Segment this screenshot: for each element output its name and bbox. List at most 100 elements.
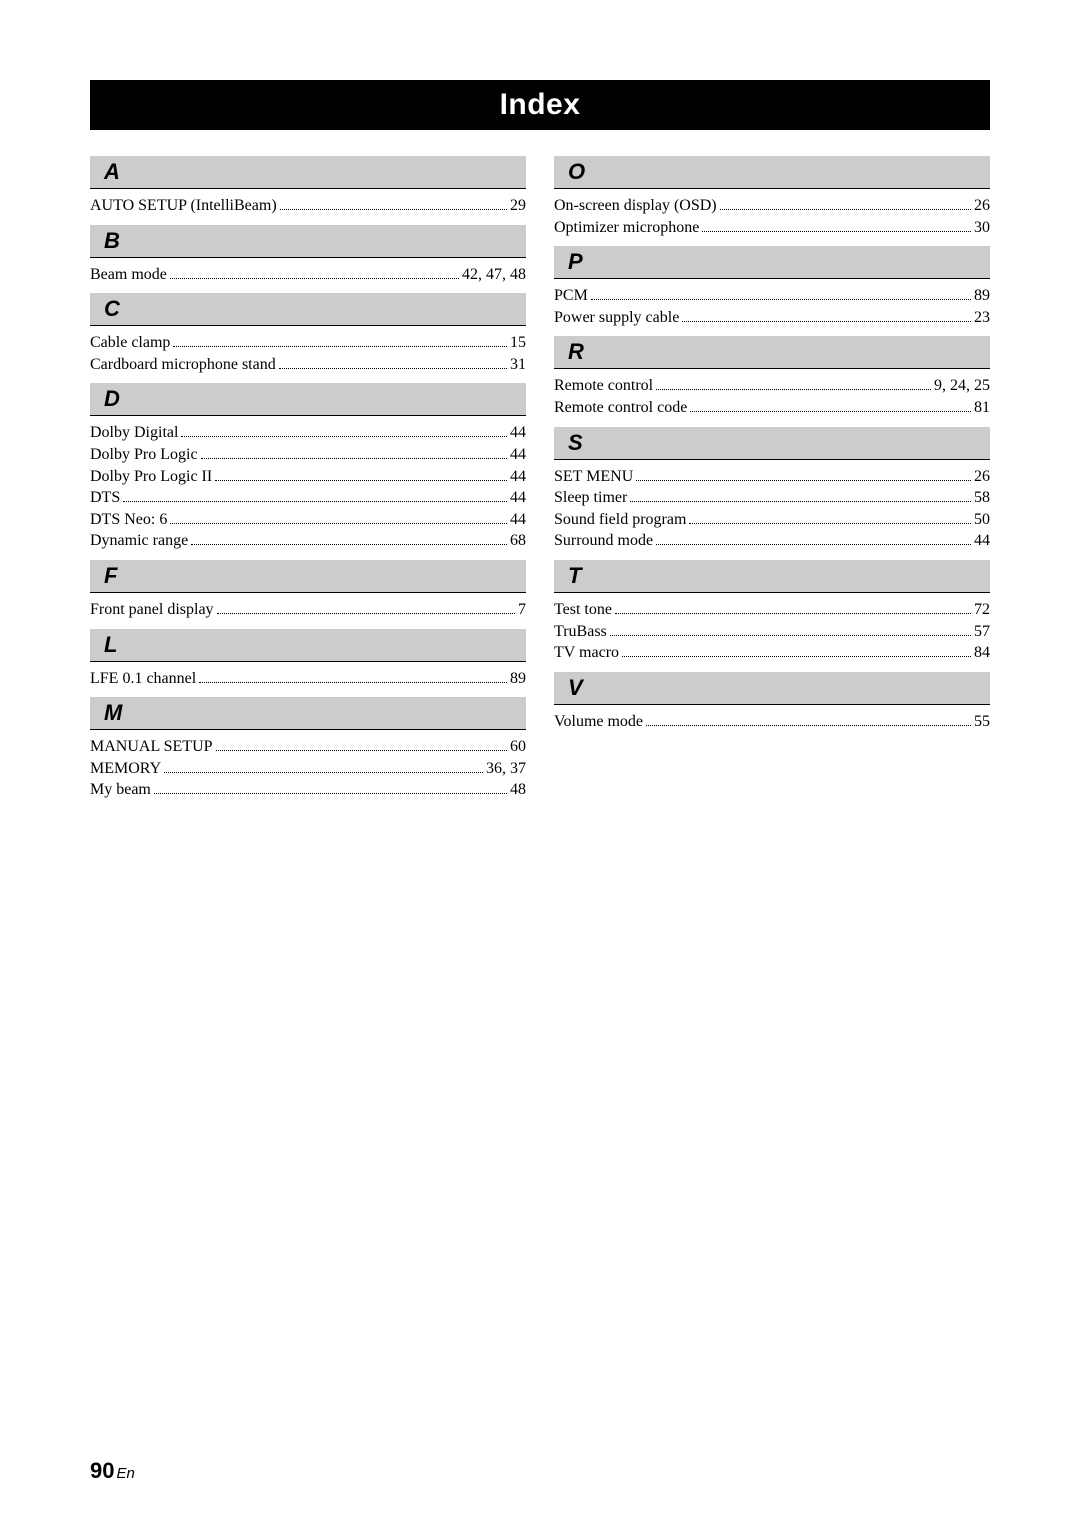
- index-term: DTS: [90, 487, 120, 509]
- section-letter: B: [90, 225, 526, 258]
- section-letter: F: [90, 560, 526, 593]
- dot-leader: [170, 523, 507, 524]
- index-term: Beam mode: [90, 264, 167, 286]
- index-entry: LFE 0.1 channel 89: [90, 668, 526, 690]
- page-number: 90: [90, 1458, 114, 1483]
- index-pages: 29: [510, 195, 526, 217]
- index-pages: 30: [974, 217, 990, 239]
- index-entry: DTS 44: [90, 487, 526, 509]
- dot-leader: [646, 725, 971, 726]
- index-column-left: A AUTO SETUP (IntelliBeam) 29 B Beam mode 42,…: [90, 148, 526, 801]
- index-entry: Volume mode55: [554, 711, 990, 733]
- index-entry: Cardboard microphone stand31: [90, 354, 526, 376]
- dot-leader: [173, 346, 507, 347]
- dot-leader: [702, 231, 971, 232]
- index-entry: MANUAL SETUP 60: [90, 736, 526, 758]
- index-pages: 57: [974, 621, 990, 643]
- section-letter: V: [554, 672, 990, 705]
- index-term: Power supply cable: [554, 307, 679, 329]
- dot-leader: [610, 635, 971, 636]
- index-entry: MEMORY36, 37: [90, 758, 526, 780]
- index-entry: Optimizer microphone 30: [554, 217, 990, 239]
- section-letter: M: [90, 697, 526, 730]
- dot-leader: [279, 368, 507, 369]
- index-pages: 23: [974, 307, 990, 329]
- index-entry: Sound field program 50: [554, 509, 990, 531]
- index-pages: 55: [974, 711, 990, 733]
- index-term: Optimizer microphone: [554, 217, 699, 239]
- index-pages: 15: [510, 332, 526, 354]
- index-term: Cardboard microphone stand: [90, 354, 276, 376]
- page-title: Index: [90, 80, 990, 130]
- index-entry: Dolby Pro Logic II44: [90, 466, 526, 488]
- index-column-right: OOn-screen display (OSD)26Optimizer micr…: [554, 148, 990, 801]
- index-term: Cable clamp: [90, 332, 170, 354]
- index-pages: 7: [518, 599, 526, 621]
- index-term: TruBass: [554, 621, 607, 643]
- index-term: MANUAL SETUP: [90, 736, 213, 758]
- dot-leader: [217, 613, 515, 614]
- dot-leader: [123, 501, 507, 502]
- index-entry: DTS Neo: 644: [90, 509, 526, 531]
- index-pages: 44: [510, 487, 526, 509]
- index-term: Front panel display: [90, 599, 214, 621]
- dot-leader: [615, 613, 971, 614]
- index-entry: Test tone72: [554, 599, 990, 621]
- section-letter: P: [554, 246, 990, 279]
- index-entry: Sleep timer 58: [554, 487, 990, 509]
- dot-leader: [630, 501, 971, 502]
- index-term: On-screen display (OSD): [554, 195, 717, 217]
- index-entry: Power supply cable 23: [554, 307, 990, 329]
- dot-leader: [689, 523, 971, 524]
- index-term: Dolby Pro Logic: [90, 444, 198, 466]
- dot-leader: [216, 750, 507, 751]
- index-pages: 9, 24, 25: [934, 375, 990, 397]
- index-entry: SET MENU 26: [554, 466, 990, 488]
- index-entry: Cable clamp 15: [90, 332, 526, 354]
- index-term: Dynamic range: [90, 530, 188, 552]
- index-entry: My beam48: [90, 779, 526, 801]
- index-term: LFE 0.1 channel: [90, 668, 196, 690]
- dot-leader: [656, 544, 971, 545]
- dot-leader: [656, 389, 931, 390]
- index-term: SET MENU: [554, 466, 633, 488]
- index-entry: Beam mode 42, 47, 48: [90, 264, 526, 286]
- index-entry: Dynamic range68: [90, 530, 526, 552]
- dot-leader: [636, 480, 971, 481]
- index-pages: 44: [510, 444, 526, 466]
- index-term: Test tone: [554, 599, 612, 621]
- index-pages: 81: [974, 397, 990, 419]
- index-term: Sound field program: [554, 509, 686, 531]
- index-term: Sleep timer: [554, 487, 627, 509]
- index-pages: 50: [974, 509, 990, 531]
- index-pages: 48: [510, 779, 526, 801]
- index-term: Remote control: [554, 375, 653, 397]
- index-entry: Dolby Digital44: [90, 422, 526, 444]
- dot-leader: [201, 458, 507, 459]
- dot-leader: [690, 411, 971, 412]
- index-pages: 89: [510, 668, 526, 690]
- section-letter: A: [90, 156, 526, 189]
- page-root: Index A AUTO SETUP (IntelliBeam) 29 B Beam m…: [0, 0, 1080, 841]
- dot-leader: [720, 209, 971, 210]
- index-pages: 84: [974, 642, 990, 664]
- index-term: DTS Neo: 6: [90, 509, 167, 531]
- dot-leader: [591, 299, 971, 300]
- index-pages: 42, 47, 48: [462, 264, 526, 286]
- index-columns: A AUTO SETUP (IntelliBeam) 29 B Beam mode 42,…: [90, 148, 990, 801]
- index-entry: On-screen display (OSD)26: [554, 195, 990, 217]
- index-term: PCM: [554, 285, 588, 307]
- section-letter: L: [90, 629, 526, 662]
- index-term: AUTO SETUP (IntelliBeam): [90, 195, 277, 217]
- index-entry: Remote control 9, 24, 25: [554, 375, 990, 397]
- dot-leader: [154, 793, 507, 794]
- index-pages: 58: [974, 487, 990, 509]
- index-pages: 60: [510, 736, 526, 758]
- section-letter: S: [554, 427, 990, 460]
- dot-leader: [164, 772, 483, 773]
- index-pages: 44: [510, 466, 526, 488]
- dot-leader: [181, 436, 507, 437]
- index-entry: Remote control code81: [554, 397, 990, 419]
- index-entry: Surround mode44: [554, 530, 990, 552]
- index-pages: 26: [974, 466, 990, 488]
